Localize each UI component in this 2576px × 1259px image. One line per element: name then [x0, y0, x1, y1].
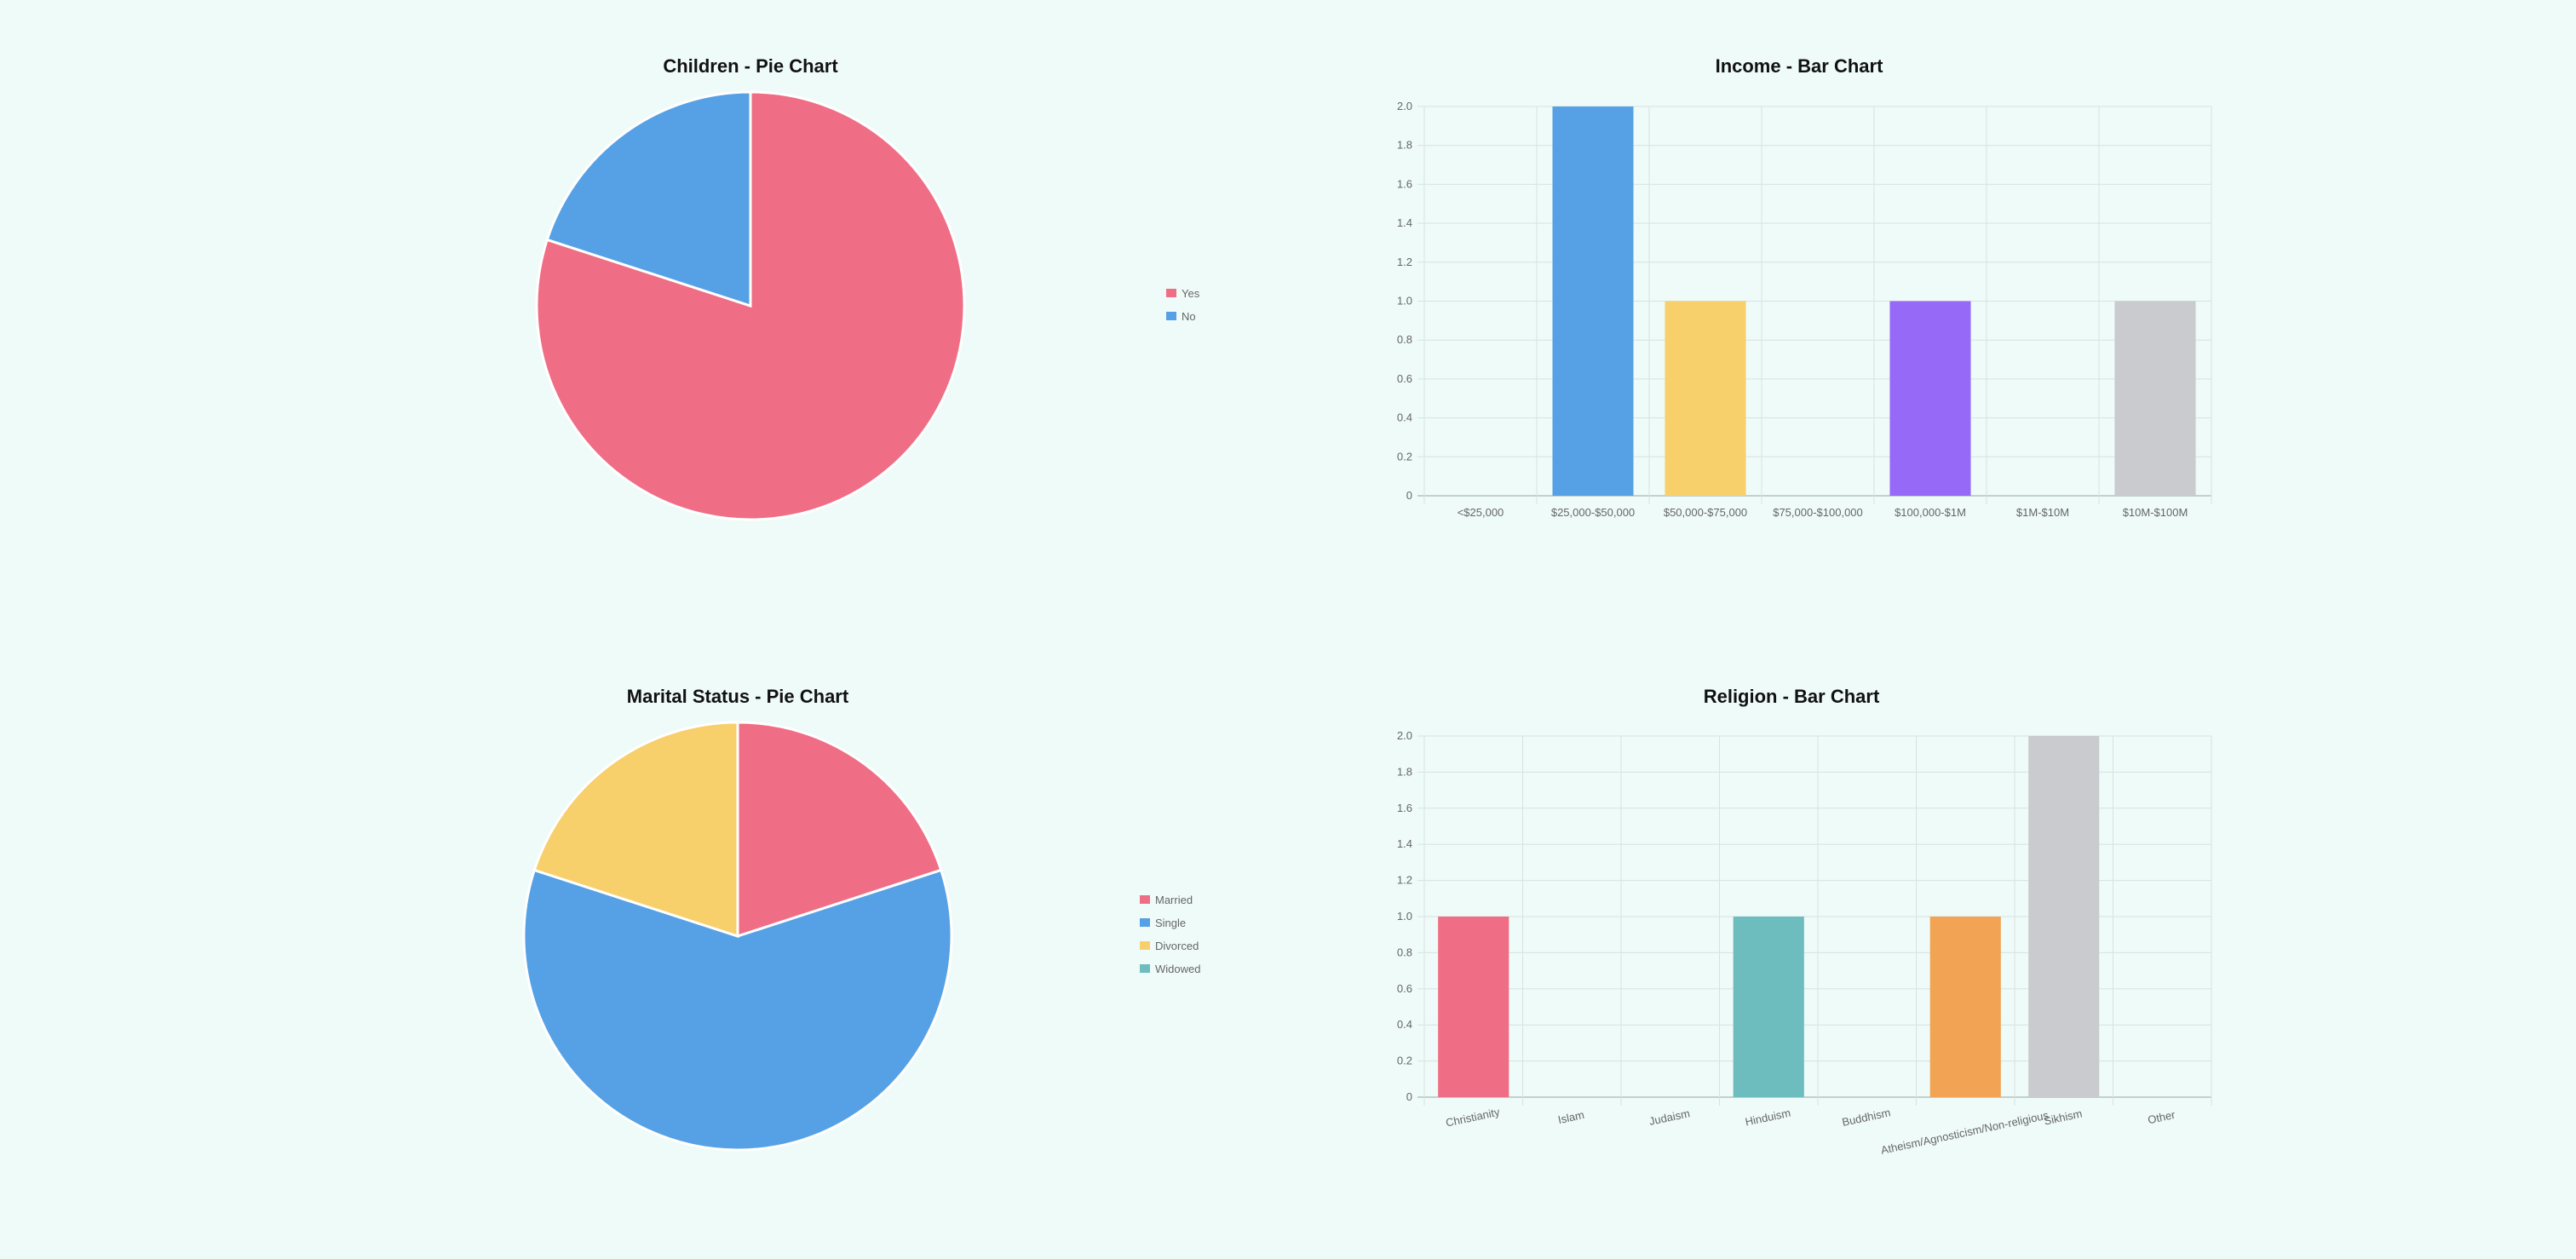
chart-title: Religion - Bar Chart [1704, 686, 1880, 707]
x-tick-label: $75,000-$100,000 [1773, 506, 1863, 519]
y-tick-label: 1.0 [1397, 295, 1412, 308]
bar-4 [1889, 301, 1971, 496]
legend-swatch [1140, 895, 1150, 904]
x-tick-label: Christianity [1445, 1105, 1501, 1129]
x-tick-label: $50,000-$75,000 [1664, 506, 1747, 519]
bar-6 [2028, 736, 2100, 1097]
y-tick-label: 2.0 [1397, 100, 1412, 112]
y-tick-label: 0.4 [1397, 1018, 1412, 1031]
x-tick-label: Other [2147, 1108, 2177, 1127]
y-tick-label: 0.6 [1397, 982, 1412, 995]
x-tick-label: Islam [1557, 1108, 1586, 1126]
legend-label: Married [1155, 894, 1193, 906]
y-tick-label: 0.2 [1397, 450, 1412, 463]
legend-swatch [1166, 312, 1176, 320]
y-tick-label: 0.8 [1397, 946, 1412, 958]
bar-6 [2114, 301, 2196, 496]
y-tick-label: 1.6 [1397, 802, 1412, 814]
chart-title: Marital Status - Pie Chart [627, 686, 849, 707]
legend-label: Divorced [1155, 940, 1199, 952]
legend-label: Single [1155, 917, 1186, 929]
y-tick-label: 1.8 [1397, 765, 1412, 778]
bar-0 [1438, 917, 1509, 1097]
x-tick-label: $100,000-$1M [1895, 506, 1966, 519]
y-tick-label: 1.8 [1397, 139, 1412, 152]
y-tick-label: 1.6 [1397, 177, 1412, 190]
y-tick-label: 1.4 [1397, 837, 1412, 850]
y-tick-label: 1.0 [1397, 910, 1412, 923]
marital-status-pie-chart: Marital Status - Pie Chart Married Single… [522, 686, 1200, 1152]
y-tick-label: 0.8 [1397, 333, 1412, 346]
legend-swatch [1140, 941, 1150, 950]
income-bar-chart: Income - Bar Chart 0 0.2 0.4 0.6 0.8 1.0 1.2 1.… [1397, 55, 2212, 519]
religion-bar-chart: Religion - Bar Chart 0 0.2 0.4 0.6 0.8 1.0 1.2… [1397, 686, 2212, 1157]
pie-slice-single [522, 868, 953, 1152]
chart-title: Children - Pie Chart [663, 55, 838, 77]
bar-5 [1929, 917, 2001, 1097]
x-tick-label: Sikhism [2043, 1107, 2084, 1128]
x-tick-label: Judaism [1648, 1107, 1691, 1128]
pie-slice-no [545, 90, 752, 308]
legend-label: Widowed [1155, 963, 1200, 975]
x-tick-label: $25,000-$50,000 [1551, 506, 1635, 519]
bar-2 [1665, 301, 1746, 496]
y-tick-label: 1.4 [1397, 216, 1412, 229]
chart-title: Income - Bar Chart [1716, 55, 1883, 77]
legend-swatch [1140, 918, 1150, 927]
legend-label: No [1182, 310, 1196, 323]
x-tick-label: Buddhism [1841, 1106, 1892, 1129]
legend-label: Yes [1182, 287, 1200, 300]
y-tick-label: 0.6 [1397, 372, 1412, 385]
x-tick-label: $10M-$100M [2123, 506, 2188, 519]
y-tick-label: 1.2 [1397, 874, 1412, 887]
bar-3 [1733, 917, 1804, 1097]
y-tick-label: 2.0 [1397, 729, 1412, 742]
pie-slice-married [736, 721, 943, 939]
x-tick-label: Atheism/Agnosticism/Non-religious [1880, 1108, 2050, 1157]
y-tick-label: 0 [1406, 489, 1412, 502]
children-pie-chart: Children - Pie Chart Yes No [535, 55, 1200, 521]
x-tick-label: $1M-$10M [2016, 506, 2069, 519]
y-tick-label: 0 [1406, 1090, 1412, 1103]
bar-1 [1552, 106, 1634, 496]
y-tick-label: 1.2 [1397, 256, 1412, 268]
y-tick-label: 0.2 [1397, 1055, 1412, 1067]
legend-swatch [1166, 289, 1176, 297]
x-tick-label: Hinduism [1744, 1107, 1791, 1129]
x-tick-label: <$25,000 [1458, 506, 1504, 519]
legend-swatch [1140, 964, 1150, 973]
pie-slice-divorced [532, 721, 739, 939]
y-tick-label: 0.4 [1397, 411, 1412, 424]
